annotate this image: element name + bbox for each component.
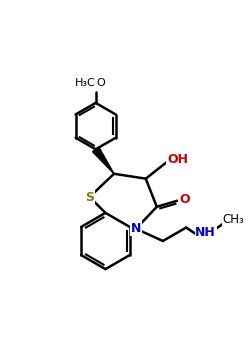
Text: OH: OH	[167, 153, 188, 166]
Polygon shape	[92, 147, 114, 174]
Text: CH₃: CH₃	[222, 212, 244, 225]
Text: S: S	[85, 190, 94, 203]
Text: NH: NH	[195, 226, 216, 239]
Text: O: O	[96, 78, 105, 88]
Text: O: O	[179, 193, 190, 206]
Text: H₃C: H₃C	[74, 78, 95, 88]
Text: N: N	[131, 222, 141, 235]
